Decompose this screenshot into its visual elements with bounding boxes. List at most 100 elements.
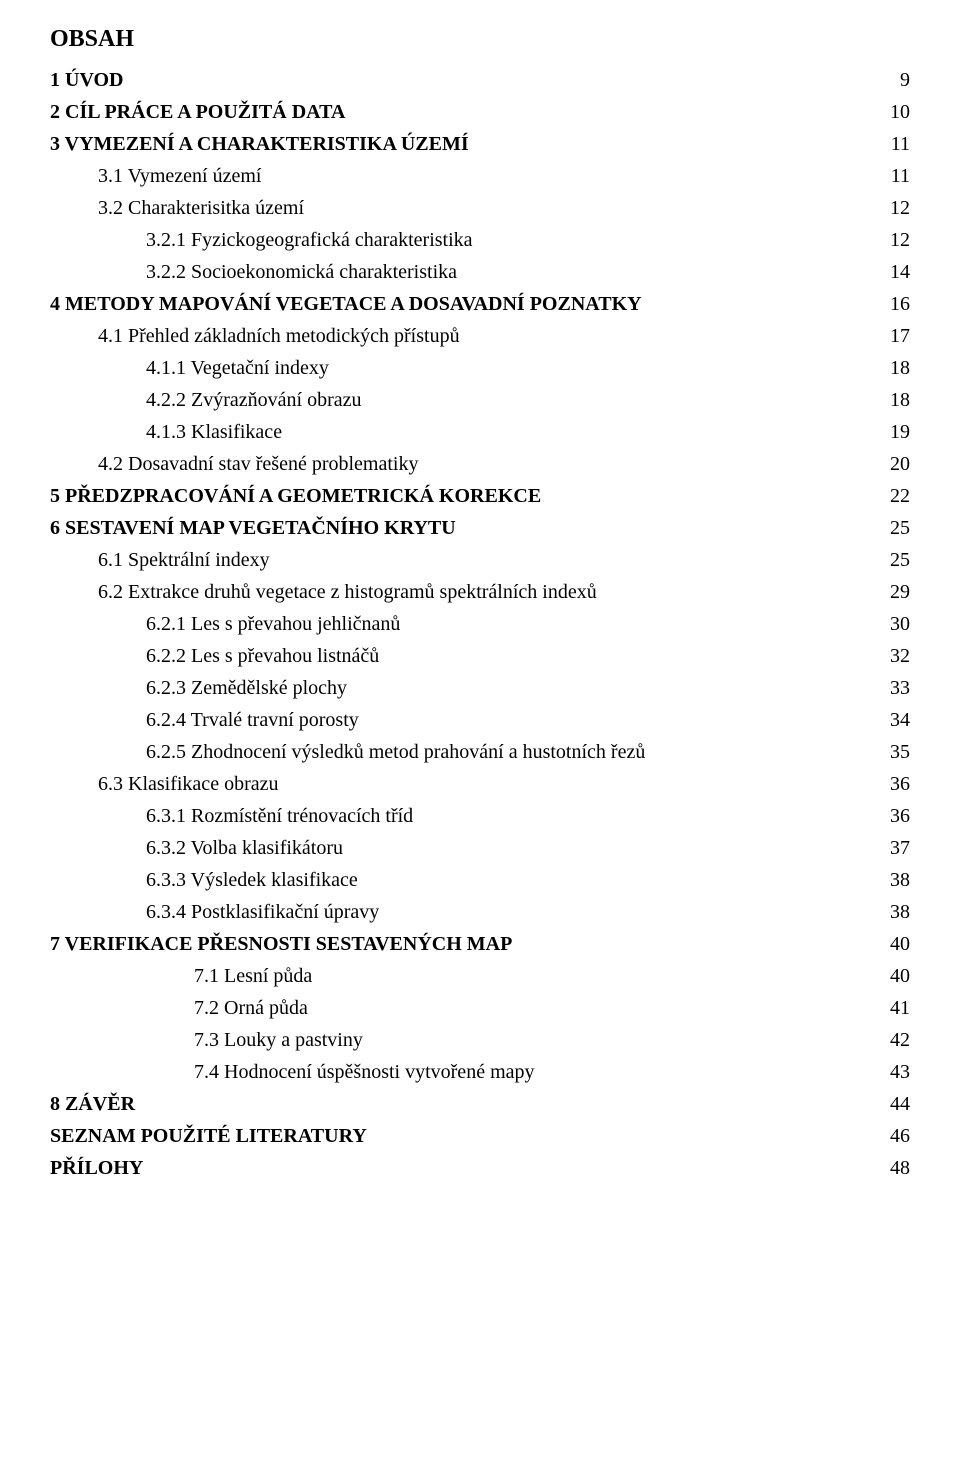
toc-entry-label: 6.2.2 Les s převahou listnáčů bbox=[146, 640, 379, 672]
toc-row: 6.2.1 Les s převahou jehličnanů 30 bbox=[50, 608, 910, 640]
toc-entry-label: 4.2 Dosavadní stav řešené problematiky bbox=[98, 448, 418, 480]
toc-row: 8 ZÁVĚR 44 bbox=[50, 1088, 910, 1120]
toc-entry-page: 10 bbox=[878, 96, 910, 128]
toc-entry-label: 4.2.2 Zvýrazňování obrazu bbox=[146, 384, 361, 416]
toc-entry-label: 7.1 Lesní půda bbox=[194, 960, 312, 992]
toc-entry-page: 35 bbox=[878, 736, 910, 768]
toc-row: 6.2.2 Les s převahou listnáčů 32 bbox=[50, 640, 910, 672]
toc-entry-page: 38 bbox=[878, 864, 910, 896]
toc-row: SEZNAM POUŽITÉ LITERATURY 46 bbox=[50, 1120, 910, 1152]
toc-row: 7.1 Lesní půda 40 bbox=[50, 960, 910, 992]
toc-entry-page: 40 bbox=[878, 928, 910, 960]
toc-entry-label: 3.2.1 Fyzickogeografická charakteristika bbox=[146, 224, 473, 256]
toc-row: 7 VERIFIKACE PŘESNOSTI SESTAVENÝCH MAP 40 bbox=[50, 928, 910, 960]
toc-entry-page: 20 bbox=[878, 448, 910, 480]
toc-entry-page: 42 bbox=[878, 1024, 910, 1056]
toc-entry-page: 11 bbox=[879, 128, 910, 160]
toc-entry-label: 3.2.2 Socioekonomická charakteristika bbox=[146, 256, 457, 288]
toc-row: 1 ÚVOD 9 bbox=[50, 64, 910, 96]
toc-entry-page: 34 bbox=[878, 704, 910, 736]
toc-entry-page: 43 bbox=[878, 1056, 910, 1088]
toc-row: 6.3.2 Volba klasifikátoru 37 bbox=[50, 832, 910, 864]
toc-entry-label: 6.1 Spektrální indexy bbox=[98, 544, 270, 576]
toc-row: 4.1.3 Klasifikace 19 bbox=[50, 416, 910, 448]
toc-row: 6.3 Klasifikace obrazu 36 bbox=[50, 768, 910, 800]
toc-entry-page: 38 bbox=[878, 896, 910, 928]
toc-row: 6 SESTAVENÍ MAP VEGETAČNÍHO KRYTU 25 bbox=[50, 512, 910, 544]
toc-entry-label: 6.2.1 Les s převahou jehličnanů bbox=[146, 608, 400, 640]
toc-row: 6.3.4 Postklasifikační úpravy 38 bbox=[50, 896, 910, 928]
toc-entry-label: 6.3.1 Rozmístění trénovacích tříd bbox=[146, 800, 413, 832]
toc-entry-page: 9 bbox=[888, 64, 910, 96]
toc-row: 4 METODY MAPOVÁNÍ VEGETACE A DOSAVADNÍ P… bbox=[50, 288, 910, 320]
toc-entry-page: 22 bbox=[878, 480, 910, 512]
toc-row: 6.1 Spektrální indexy 25 bbox=[50, 544, 910, 576]
toc-entry-label: 3.1 Vymezení území bbox=[98, 160, 261, 192]
toc-row: 7.2 Orná půda 41 bbox=[50, 992, 910, 1024]
toc-entry-label: 6.2.3 Zemědělské plochy bbox=[146, 672, 347, 704]
toc-entry-page: 29 bbox=[878, 576, 910, 608]
toc-row: 6.3.3 Výsledek klasifikace 38 bbox=[50, 864, 910, 896]
toc-entry-page: 46 bbox=[878, 1120, 910, 1152]
toc-entry-page: 40 bbox=[878, 960, 910, 992]
toc-row: 2 CÍL PRÁCE A POUŽITÁ DATA 10 bbox=[50, 96, 910, 128]
toc-entry-label: 5 PŘEDZPRACOVÁNÍ A GEOMETRICKÁ KOREKCE bbox=[50, 480, 541, 512]
toc-entry-label: 6.3 Klasifikace obrazu bbox=[98, 768, 278, 800]
toc-entry-label: 6.2.5 Zhodnocení výsledků metod prahován… bbox=[146, 736, 645, 768]
toc-entry-page: 19 bbox=[878, 416, 910, 448]
toc-container: 1 ÚVOD92 CÍL PRÁCE A POUŽITÁ DATA103 VYM… bbox=[50, 64, 910, 1184]
toc-row: PŘÍLOHY 48 bbox=[50, 1152, 910, 1184]
toc-entry-label: 4 METODY MAPOVÁNÍ VEGETACE A DOSAVADNÍ P… bbox=[50, 288, 642, 320]
toc-entry-label: 3.2 Charakterisitka území bbox=[98, 192, 304, 224]
toc-entry-label: 8 ZÁVĚR bbox=[50, 1088, 135, 1120]
toc-row: 7.3 Louky a pastviny42 bbox=[50, 1024, 910, 1056]
toc-entry-page: 32 bbox=[878, 640, 910, 672]
toc-entry-page: 14 bbox=[878, 256, 910, 288]
toc-entry-label: 7.4 Hodnocení úspěšnosti vytvořené mapy bbox=[194, 1056, 535, 1088]
toc-entry-page: 12 bbox=[878, 224, 910, 256]
toc-entry-page: 41 bbox=[878, 992, 910, 1024]
toc-entry-page: 36 bbox=[878, 768, 910, 800]
toc-row: 6.2.3 Zemědělské plochy33 bbox=[50, 672, 910, 704]
toc-entry-page: 25 bbox=[878, 544, 910, 576]
toc-row: 5 PŘEDZPRACOVÁNÍ A GEOMETRICKÁ KOREKCE 22 bbox=[50, 480, 910, 512]
toc-entry-page: 25 bbox=[878, 512, 910, 544]
toc-entry-label: 4.1 Přehled základních metodických příst… bbox=[98, 320, 460, 352]
toc-entry-label: SEZNAM POUŽITÉ LITERATURY bbox=[50, 1120, 367, 1152]
toc-entry-label: 6.3.3 Výsledek klasifikace bbox=[146, 864, 358, 896]
toc-entry-page: 36 bbox=[878, 800, 910, 832]
toc-row: 3.2.1 Fyzickogeografická charakteristika… bbox=[50, 224, 910, 256]
toc-entry-label: 1 ÚVOD bbox=[50, 64, 124, 96]
toc-entry-label: PŘÍLOHY bbox=[50, 1152, 143, 1184]
toc-entry-page: 37 bbox=[878, 832, 910, 864]
toc-entry-label: 6.2 Extrakce druhů vegetace z histogramů… bbox=[98, 576, 597, 608]
toc-entry-label: 6 SESTAVENÍ MAP VEGETAČNÍHO KRYTU bbox=[50, 512, 456, 544]
toc-entry-label: 6.3.2 Volba klasifikátoru bbox=[146, 832, 343, 864]
toc-entry-page: 44 bbox=[878, 1088, 910, 1120]
toc-entry-page: 16 bbox=[878, 288, 910, 320]
toc-entry-label: 7.2 Orná půda bbox=[194, 992, 308, 1024]
toc-row: 3.2 Charakterisitka území 12 bbox=[50, 192, 910, 224]
toc-entry-page: 18 bbox=[878, 352, 910, 384]
toc-entry-label: 4.1.3 Klasifikace bbox=[146, 416, 282, 448]
toc-entry-page: 48 bbox=[878, 1152, 910, 1184]
toc-row: 4.1.1 Vegetační indexy18 bbox=[50, 352, 910, 384]
toc-row: 6.2.4 Trvalé travní porosty 34 bbox=[50, 704, 910, 736]
toc-entry-page: 11 bbox=[879, 160, 910, 192]
toc-row: 3 VYMEZENÍ A CHARAKTERISTIKA ÚZEMÍ 11 bbox=[50, 128, 910, 160]
toc-entry-label: 2 CÍL PRÁCE A POUŽITÁ DATA bbox=[50, 96, 345, 128]
toc-row: 4.2.2 Zvýrazňování obrazu 18 bbox=[50, 384, 910, 416]
toc-entry-page: 18 bbox=[878, 384, 910, 416]
toc-entry-label: 6.2.4 Trvalé travní porosty bbox=[146, 704, 359, 736]
toc-row: 4.1 Přehled základních metodických příst… bbox=[50, 320, 910, 352]
toc-row: 6.2 Extrakce druhů vegetace z histogramů… bbox=[50, 576, 910, 608]
toc-entry-label: 6.3.4 Postklasifikační úpravy bbox=[146, 896, 379, 928]
toc-entry-page: 17 bbox=[878, 320, 910, 352]
toc-row: 4.2 Dosavadní stav řešené problematiky 20 bbox=[50, 448, 910, 480]
toc-entry-page: 30 bbox=[878, 608, 910, 640]
toc-entry-page: 12 bbox=[878, 192, 910, 224]
toc-title: OBSAH bbox=[50, 20, 910, 58]
toc-entry-label: 3 VYMEZENÍ A CHARAKTERISTIKA ÚZEMÍ bbox=[50, 128, 469, 160]
toc-row: 3.2.2 Socioekonomická charakteristika 14 bbox=[50, 256, 910, 288]
toc-entry-label: 7 VERIFIKACE PŘESNOSTI SESTAVENÝCH MAP bbox=[50, 928, 512, 960]
